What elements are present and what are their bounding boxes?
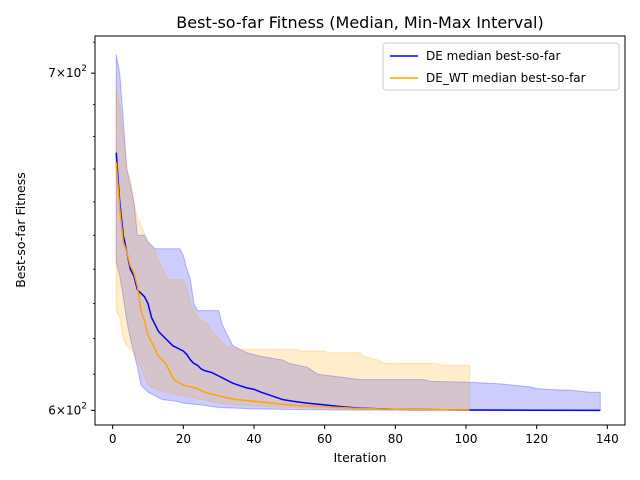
legend-label-de-wt: DE_WT median best-so-far	[426, 71, 586, 85]
plot-frame	[94, 35, 626, 426]
legend-label-de: DE median best-so-far	[426, 49, 560, 63]
y-axis-label: Best-so-far Fitness	[13, 172, 28, 288]
interval-band-de-wt	[115, 88, 471, 411]
median-lines	[115, 152, 601, 412]
x-tick-label: 40	[246, 432, 261, 446]
interval-band-de	[115, 54, 601, 411]
x-tick-label: 60	[317, 432, 332, 446]
x-axis-ticks: 0 20 40 60 80 100 120 140	[109, 425, 619, 446]
x-tick-label: 20	[176, 432, 191, 446]
median-line-de-wt	[115, 162, 470, 411]
y-axis-ticks: 6×102 7×102	[48, 41, 95, 417]
x-tick-label: 0	[109, 432, 117, 446]
legend-box	[382, 42, 620, 91]
x-tick-label: 140	[596, 432, 619, 446]
interval-fills	[115, 54, 601, 411]
median-line-de	[115, 152, 601, 412]
chart-title: Best-so-far Fitness (Median, Min-Max Int…	[176, 13, 543, 32]
legend: DE median best-so-far DE_WT median best-…	[382, 42, 620, 91]
x-tick-label: 80	[388, 432, 403, 446]
y-tick-label: 7×102	[48, 64, 87, 80]
x-tick-label: 120	[525, 432, 548, 446]
y-tick-label: 6×102	[48, 401, 87, 417]
x-tick-label: 100	[455, 432, 478, 446]
x-axis-label: Iteration	[333, 450, 386, 465]
